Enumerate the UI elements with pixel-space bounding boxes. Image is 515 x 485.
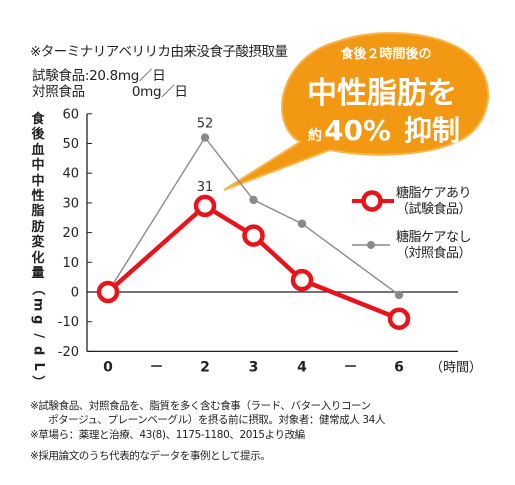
footnote-1: ※試験食品、対照食品を、脂質を多く含む食事（ラード、バター入りコーン <box>30 400 371 412</box>
point-test <box>242 224 265 247</box>
dose-control-label: 対照食品 <box>32 84 85 100</box>
point-control <box>394 290 404 300</box>
point-control <box>297 219 307 228</box>
point-test <box>387 307 411 330</box>
x-tick-label: － <box>344 359 358 375</box>
y-axis-title-char: 血 <box>31 142 45 158</box>
data-label-control: 52 <box>197 117 214 132</box>
chart-title: ※ターミナリアベリリカ由来没食子酸摂取量 <box>30 44 288 60</box>
x-tick-label: 3 <box>249 359 259 375</box>
x-tick-label: 6 <box>394 359 404 375</box>
x-tick-label: － <box>150 359 164 375</box>
legend-sub-control: （対照食品） <box>396 246 472 261</box>
y-axis-title-char: 中 <box>31 173 45 189</box>
x-tick-label: 2 <box>200 359 210 375</box>
y-axis-title-char: 中 <box>31 158 45 174</box>
data-labels: 52 31 <box>197 117 214 195</box>
dose-test-value: 20.8mg／日 <box>89 68 166 84</box>
y-tick-label: 50 <box>62 137 79 152</box>
series-group <box>96 133 411 330</box>
y-axis-title-char: 変 <box>31 235 45 251</box>
callout-line1: 食後２時間後の <box>340 46 431 62</box>
footnote-3: ※草場ら：薬理と治療、43(8)、1175-1180、2015より改編 <box>30 429 305 441</box>
y-tick-label: 10 <box>62 256 79 271</box>
y-axis-title-char: 食 <box>31 112 45 127</box>
point-control <box>200 133 210 142</box>
footnote-4: ※採用論文のうち代表的なデータを事例として提示。 <box>30 450 271 462</box>
y-tick-label: 40 <box>62 167 79 182</box>
y-axis-title-char: 量 <box>31 266 45 282</box>
legend-name-test: 糖脂ケアあり <box>396 186 472 201</box>
x-tick-label: 4 <box>297 359 307 375</box>
y-axis-title: 食後血中中性脂肪変化量（m g / d L） <box>30 112 46 389</box>
legend-item-test <box>352 190 394 212</box>
y-axis-title-char: 性 <box>31 189 45 205</box>
y-axis-title-char: 肪 <box>31 219 45 235</box>
y-tick-label: -20 <box>58 345 79 360</box>
x-tick-label: 0 <box>103 359 113 375</box>
dose-control-value: 0mg／日 <box>131 84 188 100</box>
legend-marker-control <box>367 241 375 249</box>
y-tick-label: 0 <box>71 286 79 301</box>
callout-line2: 中性脂肪を <box>307 76 457 111</box>
point-test <box>96 280 120 304</box>
callout-bubble: 食後２時間後の 中性脂肪を 約 40% 抑制 <box>223 32 490 191</box>
legend-sub-test: （試験食品） <box>396 202 472 217</box>
y-tick-label: 60 <box>62 107 79 122</box>
callout-line3-value: 40% <box>324 114 391 147</box>
legend-item-control <box>352 241 390 249</box>
y-axis-title-char: 脂 <box>31 204 45 220</box>
y-axis-title-char: 後 <box>31 127 45 143</box>
point-control <box>249 195 258 205</box>
x-axis-title: （時間） <box>430 360 482 375</box>
y-axis-title-text: 食後血中中性脂肪変化量（m g / d L） <box>31 112 46 389</box>
legend-label-control: 糖脂ケアなし （対照食品） <box>396 230 472 262</box>
y-tick-label: -10 <box>58 315 79 330</box>
legend <box>352 190 394 249</box>
dose-test-label: 試験食品 <box>32 68 85 84</box>
dose-control: 対照食品 0mg／日 <box>32 80 188 100</box>
callout-highlight <box>223 32 490 191</box>
footnote-2: ポタージュ、プレーンベーグル）を摂る前に摂取。対象者：健常成人 34人 <box>48 414 386 426</box>
legend-label-test: 糖脂ケアあり （試験食品） <box>396 186 472 218</box>
data-label-test: 31 <box>197 180 214 195</box>
dose-test: 試験食品:20.8mg／日 <box>32 68 166 84</box>
y-tick-label: 20 <box>62 226 79 241</box>
callout-line3-suffix: 抑制 <box>404 114 460 147</box>
point-test <box>290 268 314 292</box>
y-axis-title-char: 化 <box>31 250 45 266</box>
callout-line3-prefix: 約 <box>308 127 322 144</box>
legend-name-control: 糖脂ケアなし <box>396 230 472 245</box>
axes: 60 50 40 30 20 10 0 -10 -20 0 － 2 3 4 － 6 （時間） <box>58 107 482 375</box>
y-tick-label: 30 <box>62 196 79 211</box>
legend-marker-test <box>361 190 383 212</box>
series-line-control <box>107 136 400 296</box>
point-test <box>193 194 217 218</box>
